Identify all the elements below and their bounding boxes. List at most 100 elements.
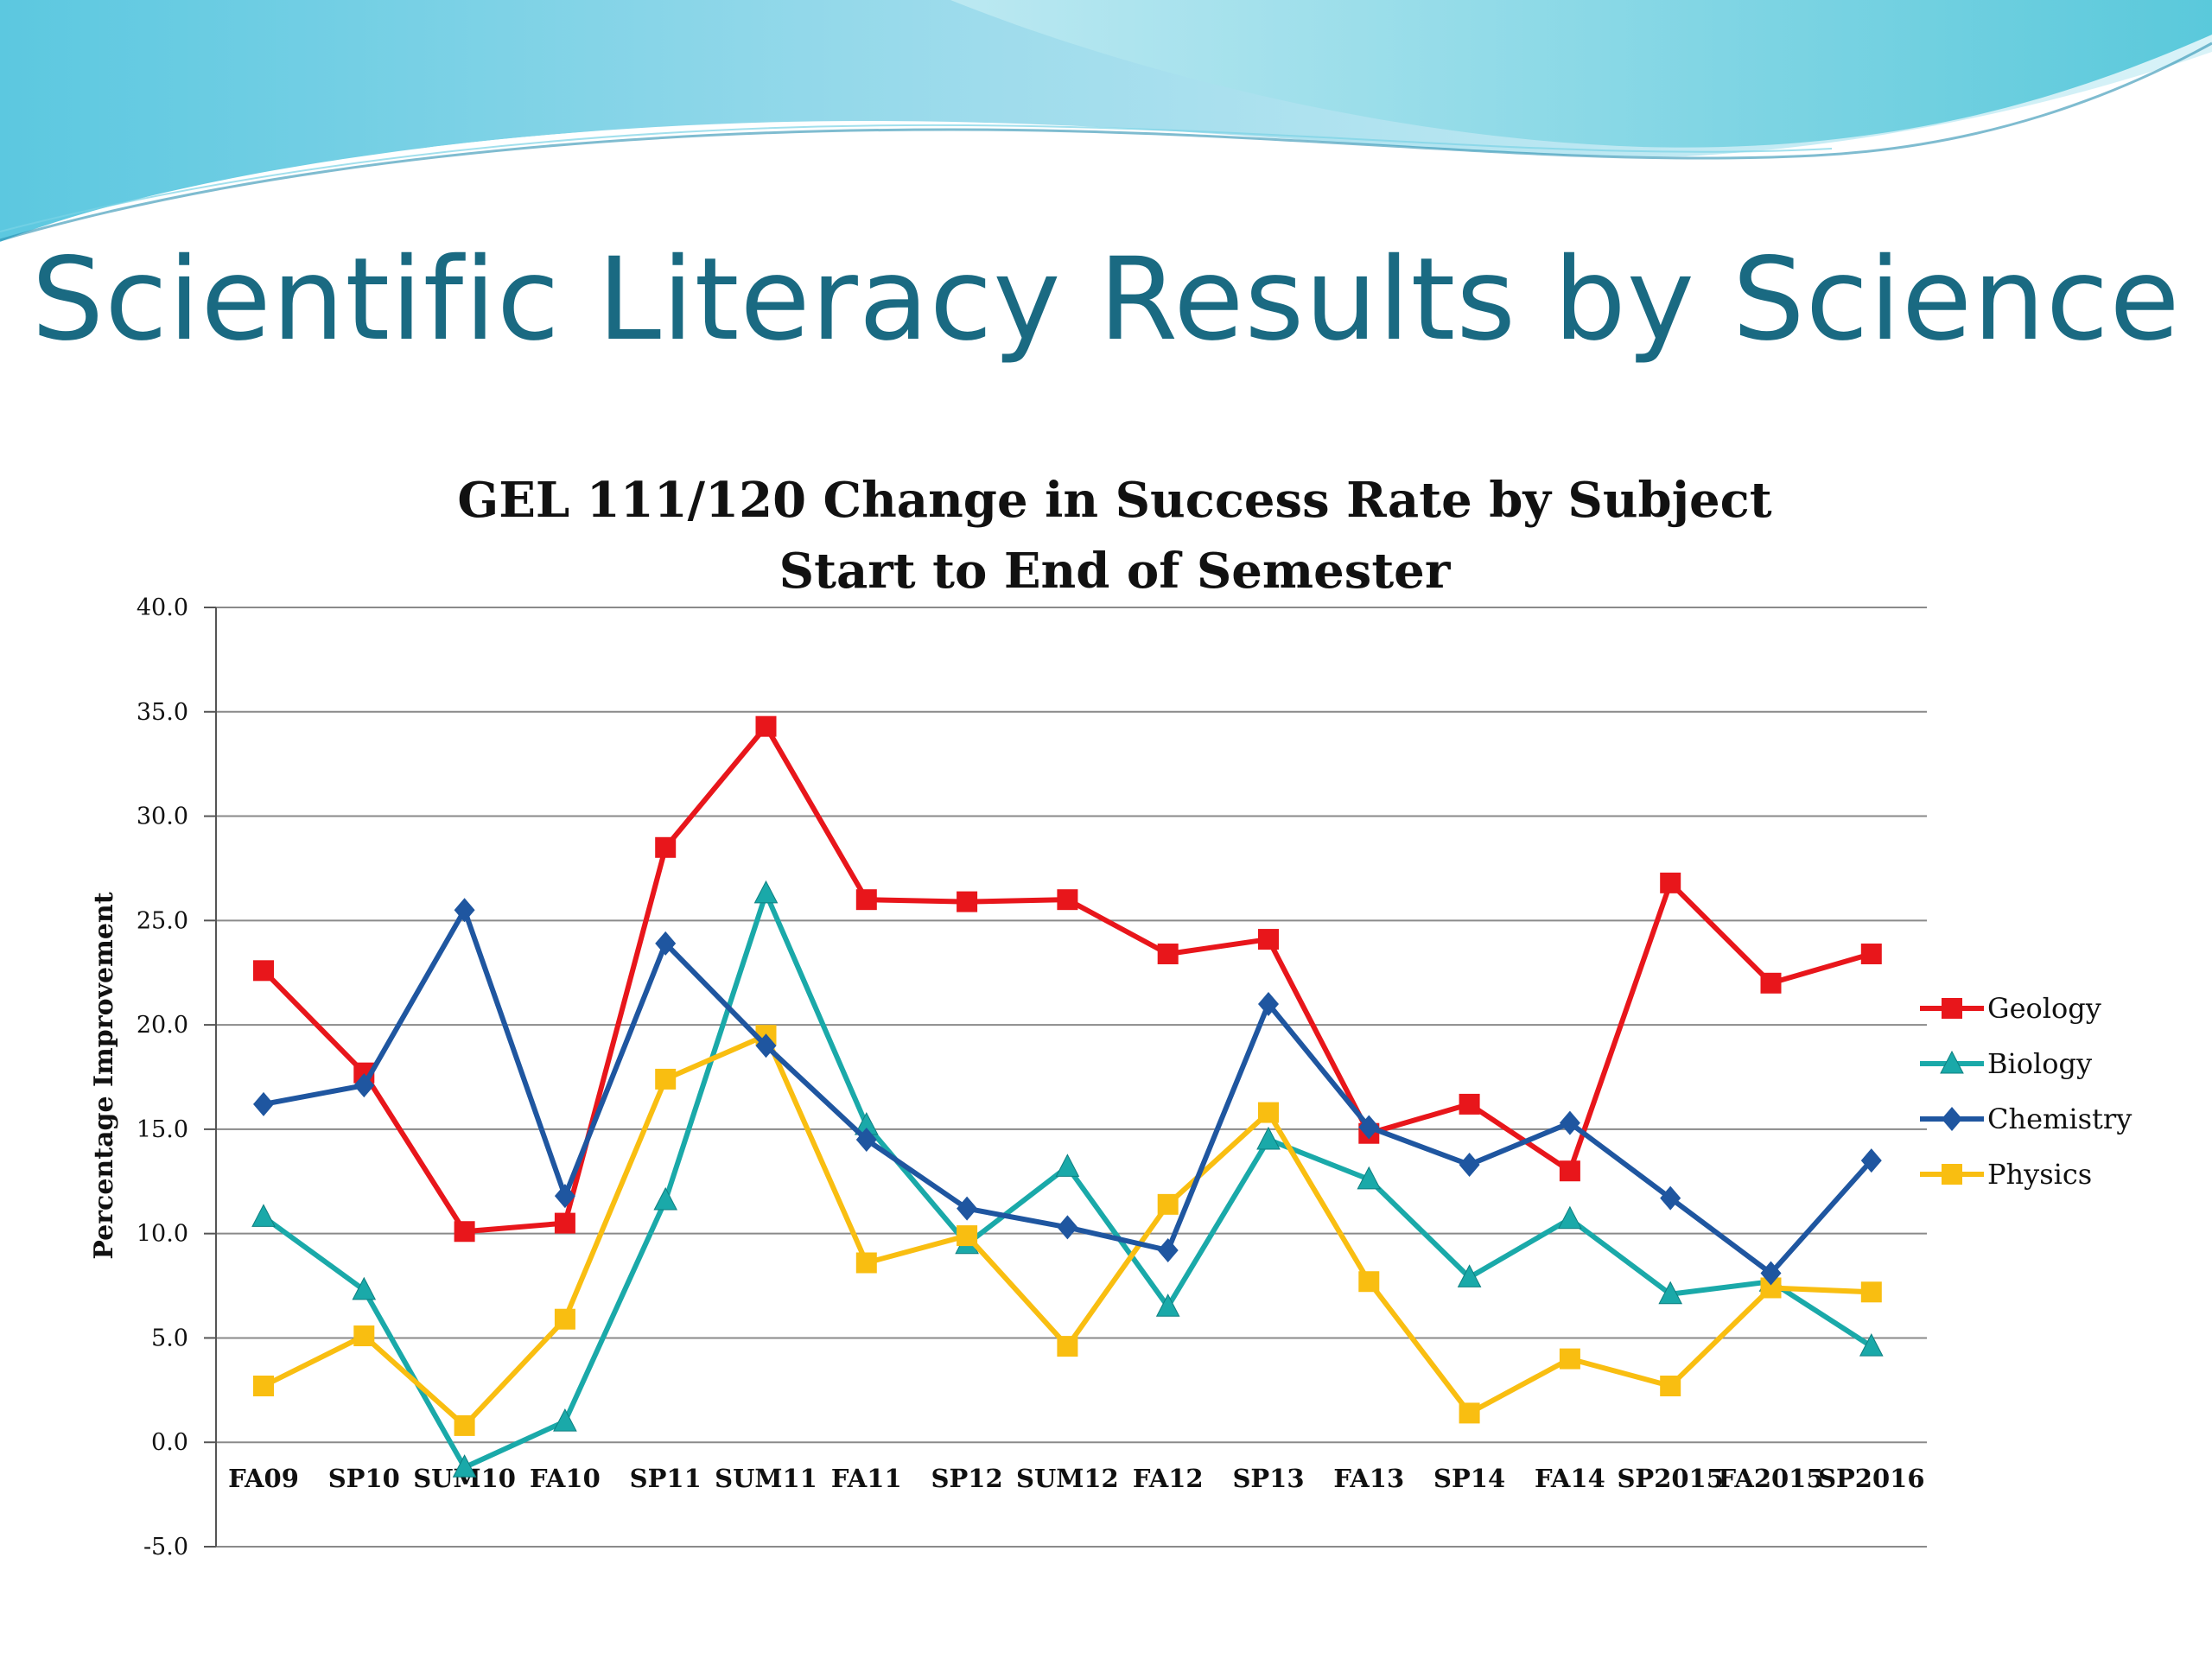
data-point (1660, 872, 1681, 893)
y-tick-label: 40.0 (137, 594, 188, 621)
legend-item-chemistry: Chemistry (1920, 1103, 2132, 1135)
data-point (454, 1414, 475, 1436)
data-point (1057, 1336, 1078, 1357)
data-point (1942, 1164, 1962, 1185)
data-point (1457, 1264, 1482, 1287)
data-point (957, 891, 978, 912)
data-point (554, 1308, 575, 1330)
data-point (1558, 1205, 1582, 1230)
data-point (753, 880, 779, 904)
data-point (1258, 929, 1279, 950)
legend-label: Geology (1987, 992, 2101, 1025)
x-tick-label: SP2015 (1617, 1464, 1723, 1493)
y-tick-label: 0.0 (151, 1429, 188, 1456)
series-physics (253, 1025, 1882, 1436)
legend-label: Biology (1987, 1047, 2092, 1080)
data-point (1942, 1107, 1962, 1131)
data-point (1256, 1126, 1281, 1150)
x-tick-label: FA12 (1133, 1464, 1204, 1493)
data-point (353, 1073, 375, 1098)
data-point (1559, 1348, 1580, 1370)
data-point (253, 1091, 274, 1116)
legend-item-physics: Physics (1920, 1158, 2092, 1191)
y-tick-label: 30.0 (137, 804, 188, 830)
x-tick-label: FA2015 (1718, 1464, 1823, 1493)
data-point (554, 1212, 575, 1234)
data-point (855, 889, 877, 911)
y-tick-label: 25.0 (137, 907, 188, 934)
data-point (1459, 1152, 1480, 1177)
data-point (253, 960, 274, 982)
data-point (957, 1225, 978, 1247)
y-tick-label: 10.0 (137, 1221, 188, 1248)
data-point (653, 1186, 678, 1211)
data-point (1559, 1110, 1580, 1135)
data-point (1258, 1102, 1279, 1123)
data-point (553, 1408, 577, 1432)
y-tick-label: 15.0 (137, 1116, 188, 1143)
data-point (855, 1252, 877, 1274)
data-point (554, 1184, 575, 1209)
data-point (1760, 1261, 1782, 1286)
data-point (452, 1454, 477, 1478)
x-tick-label: FA14 (1535, 1464, 1605, 1493)
data-point (1459, 1093, 1480, 1115)
legend-label: Physics (1987, 1158, 2092, 1191)
data-point (957, 1196, 978, 1221)
data-point (1157, 1193, 1179, 1215)
data-point (1057, 1215, 1078, 1240)
data-point (1157, 943, 1179, 964)
y-tick-label: 5.0 (151, 1325, 188, 1351)
x-tick-label: FA10 (530, 1464, 601, 1493)
data-point (1155, 1294, 1180, 1317)
data-point (755, 715, 777, 737)
x-tick-label: SP12 (931, 1464, 1003, 1493)
data-point (1157, 1237, 1179, 1262)
series-chemistry (253, 898, 1882, 1286)
x-tick-label: SP2016 (1818, 1464, 1924, 1493)
line-chart: GEL 111/120 Change in Success Rate by Su… (89, 472, 2132, 1560)
data-point (1860, 1148, 1882, 1173)
data-point (755, 1033, 777, 1058)
x-tick-label: FA11 (831, 1464, 902, 1493)
data-point (655, 1068, 677, 1090)
data-point (1760, 972, 1782, 994)
series (251, 715, 1884, 1478)
y-tick-label: -5.0 (143, 1534, 188, 1560)
data-point (454, 1221, 475, 1243)
slide-title: Scientific Literacy Results by Science (31, 233, 2181, 366)
data-point (1559, 1160, 1580, 1182)
data-point (253, 1376, 274, 1397)
x-tick-label: SUM12 (1016, 1464, 1119, 1493)
data-point (353, 1325, 375, 1347)
data-point (1940, 1050, 1964, 1074)
header-wave-banner (0, 0, 2212, 259)
x-tick-label: SP11 (630, 1464, 702, 1493)
data-point (1357, 1166, 1382, 1190)
data-point (454, 898, 475, 923)
data-point (855, 1127, 877, 1152)
data-point (251, 1204, 276, 1227)
data-point (1660, 1185, 1681, 1211)
data-point (1258, 991, 1279, 1016)
data-point (1942, 998, 1962, 1019)
axes: -5.0 0.0 5.0 10.0 15.0 20.0 25.0 30.0 35.0 40.0 FA… (137, 594, 1925, 1560)
x-tick-label: SUM11 (715, 1464, 817, 1493)
data-point (1055, 1154, 1080, 1177)
data-point (1459, 1402, 1480, 1424)
x-tick-label: SP10 (328, 1464, 400, 1493)
data-point (1358, 1271, 1380, 1293)
x-tick-label: SP14 (1433, 1464, 1505, 1493)
data-point (1358, 1115, 1380, 1140)
data-point (655, 836, 677, 858)
data-point (655, 931, 677, 956)
y-axis-label: Percentage Improvement (89, 892, 119, 1259)
legend-label: Chemistry (1987, 1103, 2132, 1135)
data-point (1860, 1281, 1882, 1303)
legend: Geology Biology Chemistry Physics (1920, 992, 2132, 1191)
data-point (1057, 889, 1078, 911)
legend-item-geology: Geology (1920, 992, 2101, 1025)
y-tick-label: 35.0 (137, 699, 188, 726)
y-tick-label: 20.0 (137, 1012, 188, 1039)
legend-item-biology: Biology (1920, 1047, 2092, 1080)
